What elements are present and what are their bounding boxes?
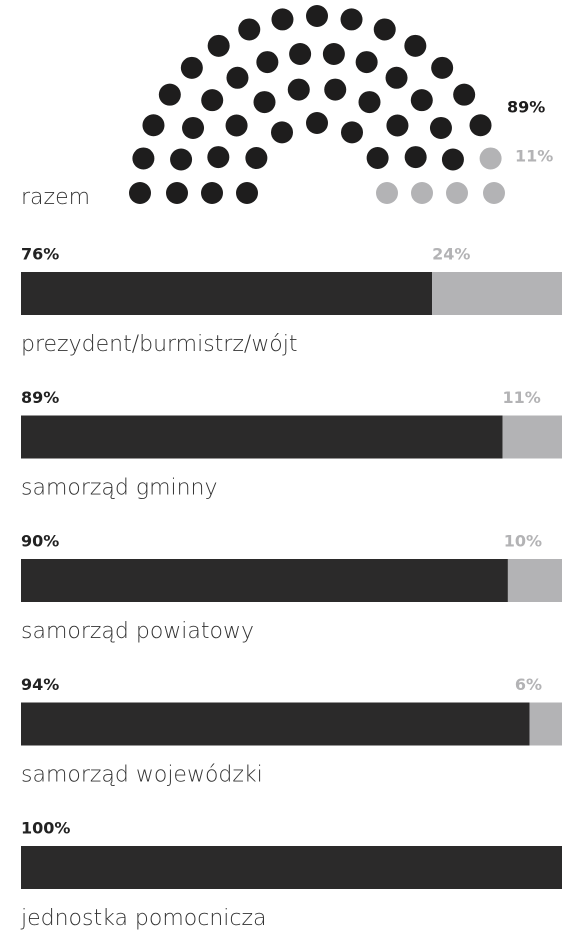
seat bbox=[245, 147, 268, 169]
seat bbox=[201, 89, 224, 112]
seat bbox=[158, 83, 181, 106]
value-label: 94% bbox=[21, 675, 59, 694]
seat bbox=[322, 43, 345, 66]
seat bbox=[271, 121, 293, 144]
value-label: 89% bbox=[21, 388, 59, 407]
seat bbox=[385, 66, 408, 89]
bar-segment bbox=[507, 559, 562, 602]
seat bbox=[469, 114, 492, 137]
seat bbox=[341, 121, 363, 144]
seat bbox=[411, 182, 433, 204]
category-label: samorząd powiatowy bbox=[21, 619, 254, 644]
seat bbox=[256, 51, 279, 74]
seat bbox=[253, 91, 276, 114]
bar-segment bbox=[21, 559, 508, 602]
category-label: jednostka pomocnicza bbox=[20, 906, 267, 931]
seat bbox=[386, 114, 409, 137]
value-label: 89% bbox=[507, 98, 545, 117]
value-label: 90% bbox=[21, 532, 59, 551]
seat bbox=[170, 148, 193, 171]
seat bbox=[236, 182, 258, 204]
value-label: 100% bbox=[21, 819, 70, 838]
seat bbox=[201, 182, 223, 204]
seat bbox=[404, 146, 427, 169]
seat bbox=[132, 147, 155, 170]
seat bbox=[207, 146, 230, 169]
bar-segment bbox=[432, 272, 562, 315]
bar-segment bbox=[21, 415, 503, 459]
value-label: 11% bbox=[515, 147, 553, 166]
seat bbox=[207, 34, 230, 57]
bar-segment bbox=[21, 272, 433, 315]
seat bbox=[376, 182, 398, 204]
seat bbox=[366, 147, 389, 169]
seat bbox=[324, 78, 347, 101]
bar-segment bbox=[529, 702, 562, 746]
seat bbox=[129, 182, 151, 204]
seat bbox=[441, 148, 464, 171]
bar-segment bbox=[502, 415, 562, 459]
value-label: 10% bbox=[504, 532, 542, 551]
seat bbox=[225, 114, 248, 137]
seat bbox=[410, 89, 433, 112]
seat bbox=[453, 83, 476, 106]
seat bbox=[287, 78, 310, 101]
value-label: 6% bbox=[515, 675, 542, 694]
seat bbox=[479, 147, 502, 170]
category-label: samorząd wojewódzki bbox=[21, 763, 263, 788]
group-label: razem bbox=[21, 185, 90, 210]
seat bbox=[289, 43, 312, 66]
seat bbox=[226, 66, 249, 89]
seat bbox=[271, 8, 294, 31]
seat bbox=[373, 18, 396, 41]
seat bbox=[340, 8, 363, 31]
seat bbox=[306, 112, 328, 134]
seat bbox=[446, 182, 468, 204]
seat bbox=[238, 18, 261, 41]
seat bbox=[306, 5, 328, 27]
seat bbox=[431, 56, 454, 79]
category-label: prezydent/burmistrz/wójt bbox=[21, 332, 298, 357]
seat bbox=[180, 56, 203, 79]
seat bbox=[483, 182, 505, 204]
seat bbox=[166, 182, 188, 204]
seat bbox=[182, 116, 205, 139]
value-label: 11% bbox=[502, 388, 540, 407]
seat bbox=[142, 114, 165, 137]
value-label: 24% bbox=[432, 245, 470, 264]
seat bbox=[404, 34, 427, 57]
bar-segment bbox=[21, 846, 562, 889]
bar-segment bbox=[21, 702, 530, 746]
category-label: samorząd gminny bbox=[21, 476, 218, 501]
seat bbox=[429, 116, 452, 139]
seat bbox=[358, 91, 381, 114]
value-label: 76% bbox=[21, 245, 59, 264]
seat bbox=[355, 51, 378, 74]
